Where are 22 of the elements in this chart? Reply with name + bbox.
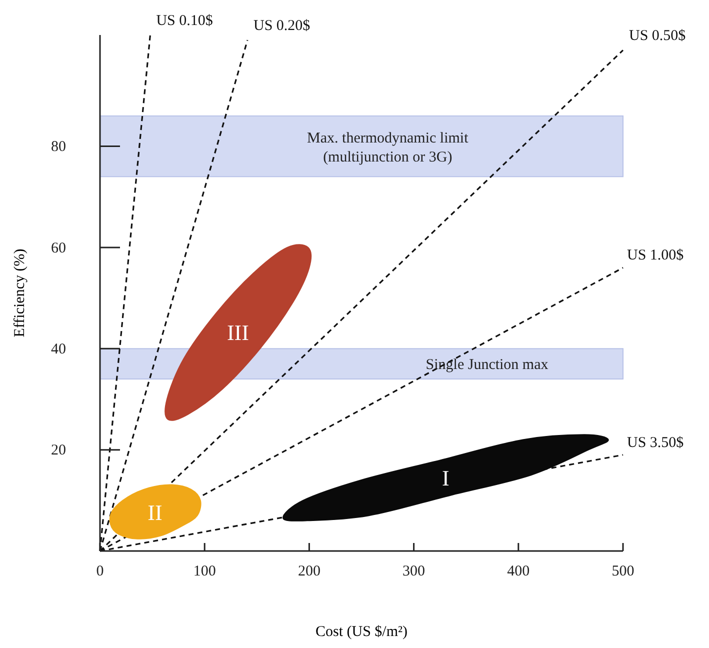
series-label: US 3.50$ xyxy=(627,434,684,451)
y-tick-label: 80 xyxy=(51,139,66,156)
series-label: I xyxy=(442,465,450,490)
x-tick-label: 400 xyxy=(507,564,530,580)
x-tick-label: 0 xyxy=(96,564,104,580)
band-label: Single Junction max xyxy=(426,356,549,373)
series-label: III xyxy=(226,320,249,345)
series-label: US 0.20$ xyxy=(253,18,311,34)
series-label: II xyxy=(148,500,162,526)
series-label: US 0.50$ xyxy=(629,28,686,44)
series-label: US 0.10$ xyxy=(156,13,214,29)
x-tick-label: 500 xyxy=(612,564,634,580)
x-tick-label: 100 xyxy=(193,564,216,580)
x-axis-title: Cost (US $/m²) xyxy=(315,624,408,640)
y-tick-label: 40 xyxy=(51,341,66,358)
y-tick-label: 60 xyxy=(51,240,66,256)
y-tick-label: 20 xyxy=(51,442,66,459)
band-label: Max. thermodynamic limit (multijunction or 3G) xyxy=(307,130,470,166)
x-tick-label: 300 xyxy=(402,564,426,580)
series-label: US 1.00$ xyxy=(627,248,684,264)
x-tick-label: 200 xyxy=(298,564,320,580)
y-axis-title: Efficiency (%) xyxy=(12,248,28,338)
